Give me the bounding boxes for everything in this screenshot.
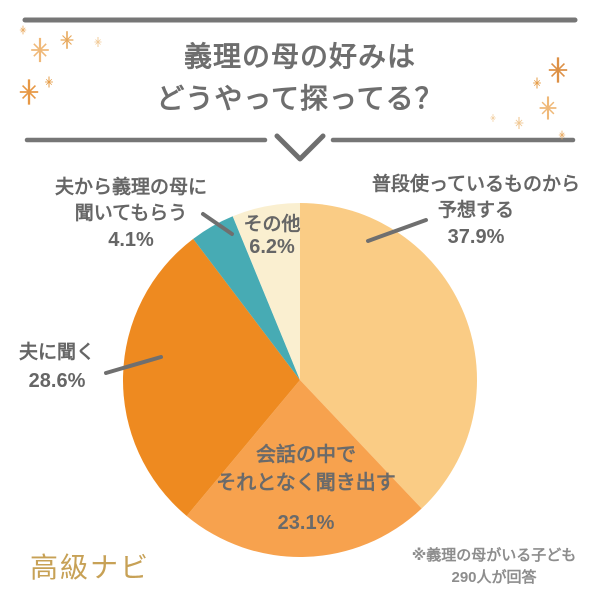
label-via-husband-line1: 夫から義理の母に	[54, 177, 207, 198]
sparkle-icon	[19, 25, 27, 35]
pie-slice-0	[300, 203, 477, 509]
label-guess-line2: 予想する	[437, 200, 514, 221]
label-husband-pct: 28.6%	[28, 370, 86, 392]
label-other: その他 6.2%	[222, 213, 322, 259]
brand-logo: 高級ナビ	[30, 551, 151, 584]
survey-footnote-line2: 290人が回答	[451, 569, 537, 586]
label-guess-line1: 普段使っているものから	[371, 174, 581, 195]
label-via-husband-pct: 4.1%	[108, 229, 154, 251]
label-via-husband: 夫から義理の母に 聞いてもらう 4.1%	[31, 175, 231, 253]
label-other-line1: その他	[243, 214, 301, 235]
leader-line-husband	[104, 355, 163, 375]
pie-chart	[122, 203, 477, 558]
page-title: 義理の母の好みは どうやって探ってる？	[0, 36, 600, 120]
page-title-line2: どうやって探ってる？	[156, 83, 444, 114]
label-conversation-line2: それとなく聞き出す	[216, 472, 396, 494]
label-husband-line1: 夫に聞く	[18, 342, 95, 363]
chevron-down-icon	[274, 133, 326, 162]
pie-slice-3	[193, 216, 300, 380]
leader-line-guess	[366, 218, 428, 243]
page-title-line1: 義理の母の好みは	[183, 41, 416, 72]
label-conversation: 会話の中で それとなく聞き出す	[176, 441, 436, 497]
pie-slice-1	[186, 380, 422, 558]
label-conversation-pct: 23.1%	[277, 512, 335, 534]
survey-footnote-line1: ※義理の母がいる子ども	[411, 547, 577, 564]
survey-footnote: ※義理の母がいる子ども 290人が回答	[384, 545, 600, 589]
label-via-husband-line2: 聞いてもらう	[74, 203, 188, 224]
leader-line-via-husband	[201, 212, 234, 236]
pie-slice-2	[122, 238, 301, 516]
label-husband: 夫に聞く 28.6%	[0, 339, 117, 395]
pie-slice-4	[232, 203, 300, 380]
label-conversation-line1: 会話の中で	[256, 444, 356, 466]
label-guess: 普段使っているものから 予想する 37.9%	[360, 172, 592, 250]
label-other-pct: 6.2%	[249, 236, 295, 258]
label-guess-pct: 37.9%	[447, 226, 505, 248]
